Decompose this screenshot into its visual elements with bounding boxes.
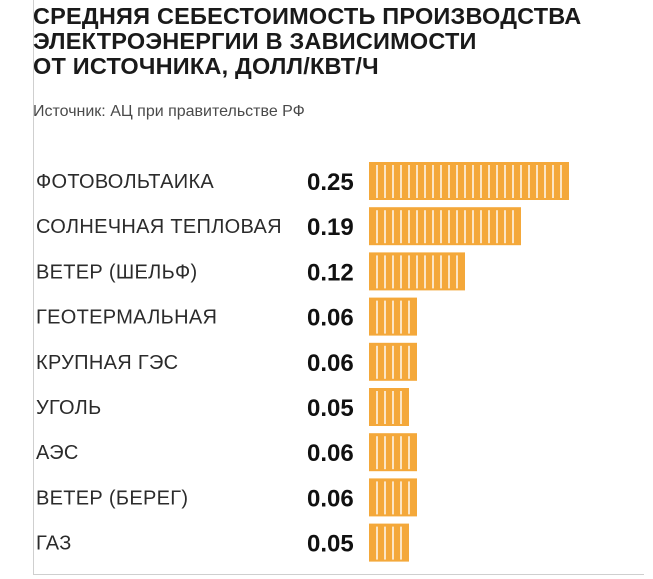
bar-row: КРУПНАЯ ГЭС 0.06 [36,342,417,381]
bar-row: ГАЗ 0.05 [36,523,409,562]
bar [369,162,569,200]
bar-row: ГЕОТЕРМАЛЬНАЯ 0.06 [36,297,417,336]
bar-row: УГОЛЬ 0.05 [36,388,409,426]
bar-row: ВЕТЕР (БЕРЕГ) 0.06 [36,478,417,517]
value-label: 0.12 [307,259,354,286]
category-label: ГЕОТЕРМАЛЬНАЯ [36,307,217,329]
value-label: 0.05 [307,395,354,422]
chart-title: СРЕДНЯЯ СЕБЕСТОИМОСТЬ ПРОИЗВОДСТВА ЭЛЕКТ… [33,4,593,79]
value-label: 0.06 [307,350,354,377]
title-line-3: ОТ ИСТОЧНИКА, ДОЛЛ/КВТ/Ч [33,53,379,79]
value-label: 0.06 [307,485,354,512]
value-label: 0.05 [307,531,354,558]
category-label: ВЕТЕР (БЕРЕГ) [36,487,188,509]
category-label: ВЕТЕР (ШЕЛЬФ) [36,261,197,283]
category-label: АЭС [36,442,79,464]
chart-source: Источник: АЦ при правительстве РФ [33,103,305,120]
title-line-1: СРЕДНЯЯ СЕБЕСТОИМОСТЬ ПРОИЗВОДСТВА [33,3,582,29]
value-label: 0.06 [307,305,354,332]
category-label: СОЛНЕЧНАЯ ТЕПЛОВАЯ [36,216,282,238]
category-label: КРУПНАЯ ГЭС [36,352,178,374]
category-label: ФОТОВОЛЬТАИКА [36,171,214,193]
bar [369,523,409,562]
value-label: 0.06 [307,440,354,467]
bar-row: СОЛНЕЧНАЯ ТЕПЛОВАЯ 0.19 [36,207,521,246]
category-label: УГОЛЬ [36,397,102,419]
bar [369,207,521,246]
value-label: 0.25 [307,169,354,196]
bar-row: ВЕТЕР (ШЕЛЬФ) 0.12 [36,252,465,291]
bar-row: ФОТОВОЛЬТАИКА 0.25 [36,162,569,200]
title-line-2: ЭЛЕКТРОЭНЕРГИИ В ЗАВИСИМОСТИ [33,28,477,54]
bar [369,388,409,426]
category-label: ГАЗ [36,533,72,555]
value-label: 0.19 [307,214,354,241]
chart-frame [33,0,644,575]
bar-row: АЭС 0.06 [36,433,417,472]
